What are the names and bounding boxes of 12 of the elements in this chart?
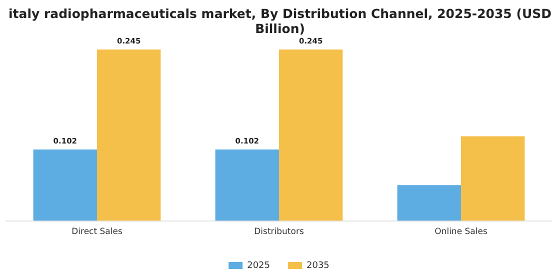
bar [97, 49, 161, 221]
bar [279, 49, 343, 221]
x-tick-label: Online Sales [434, 227, 488, 238]
bar [397, 185, 461, 221]
x-tick-label: Direct Sales [72, 227, 123, 238]
legend-label: 2035 [306, 260, 330, 271]
bar [461, 136, 525, 221]
bar [215, 149, 279, 221]
bar [33, 149, 97, 221]
chart-title: italy radiopharmaceuticals market, By Distribution Channel, 2025-2035 (USD Billion) [8, 6, 552, 36]
legend-label: 2025 [247, 260, 270, 271]
x-tick-label: Distributors [254, 227, 304, 238]
